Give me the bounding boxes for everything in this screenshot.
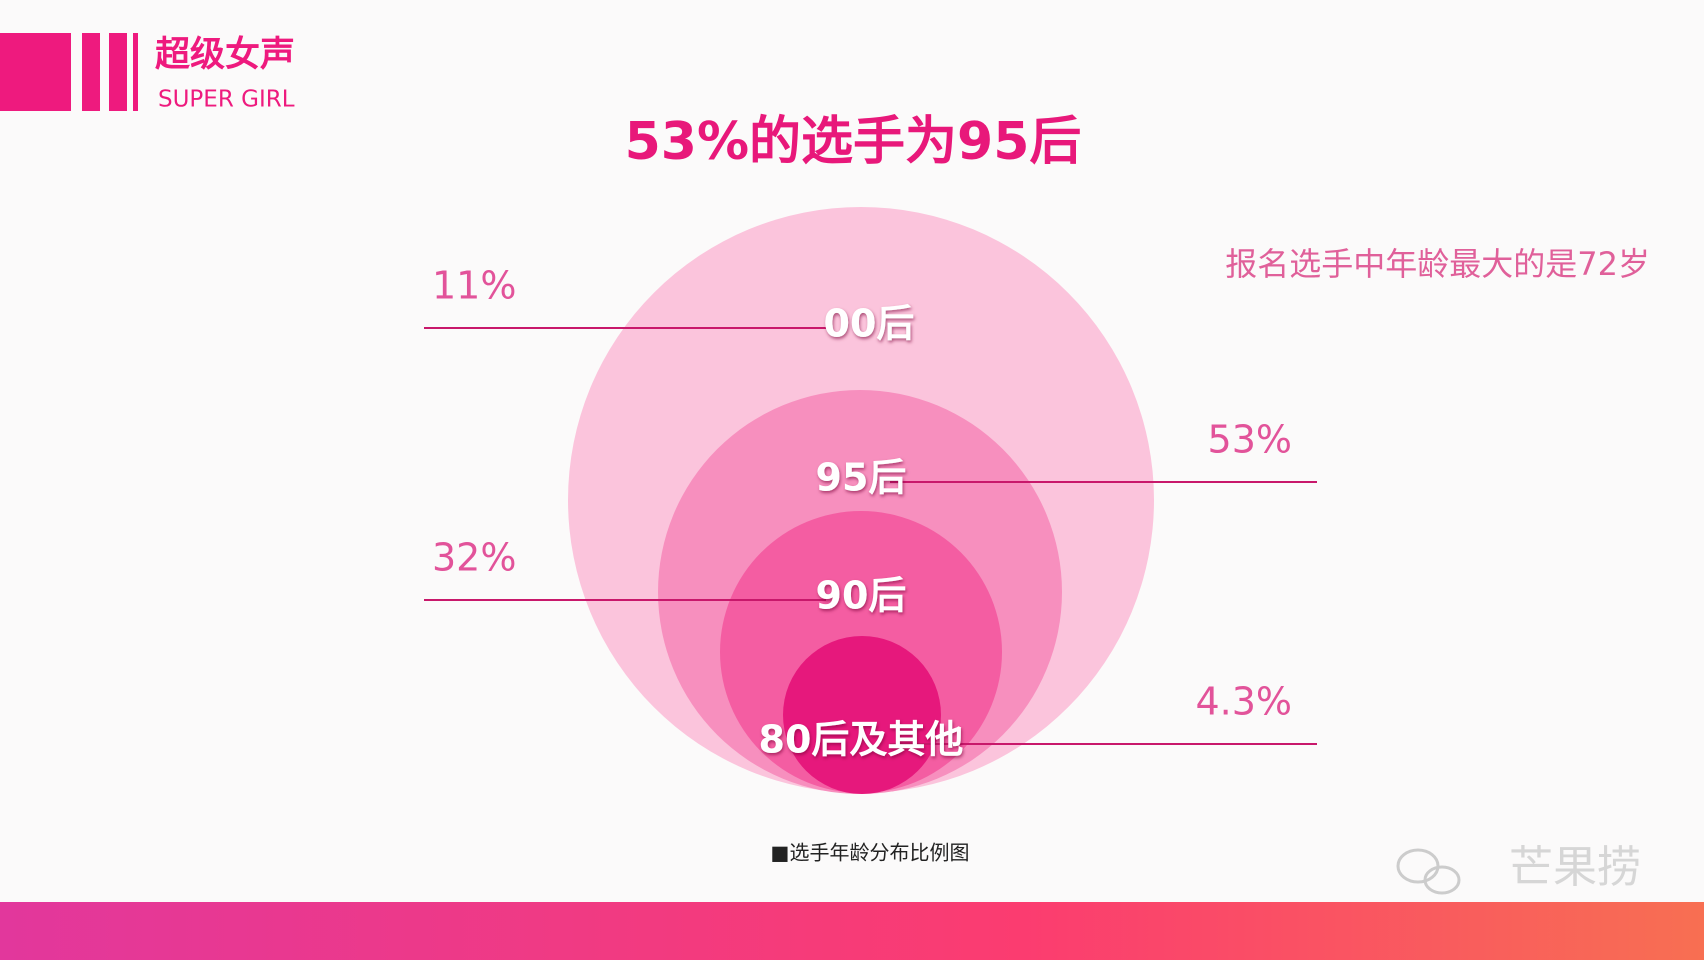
header-block — [0, 33, 71, 111]
plot: 11% 53% 32% 4.3% 00后 95后 90后 80后及其他 — [424, 207, 1317, 794]
value-label: 11% — [432, 264, 516, 308]
category-label: 95后 — [816, 456, 907, 500]
category-label: 90后 — [816, 574, 907, 618]
category-label: 00后 — [824, 302, 915, 346]
brand-subtitle: SUPER GIRL — [158, 87, 295, 113]
circle — [783, 636, 941, 794]
value-label: 32% — [432, 536, 516, 580]
header-bar — [109, 33, 127, 111]
category-label: 80后及其他 — [759, 718, 964, 762]
caption: ■选手年龄分布比例图 — [771, 841, 970, 865]
annotation: 报名选手中年龄最大的是72岁 — [1225, 245, 1650, 283]
value-label: 4.3% — [1195, 680, 1292, 724]
brand-title: 超级女声 — [155, 34, 295, 75]
chart-title: 53%的选手为95后 — [625, 112, 1082, 172]
footer-bar — [0, 902, 1704, 960]
wechat-icon — [1396, 848, 1461, 895]
header-bar — [82, 33, 100, 111]
watermark: 芒果捞 — [1509, 842, 1641, 893]
value-label: 53% — [1208, 418, 1292, 462]
header-bar — [133, 33, 138, 111]
